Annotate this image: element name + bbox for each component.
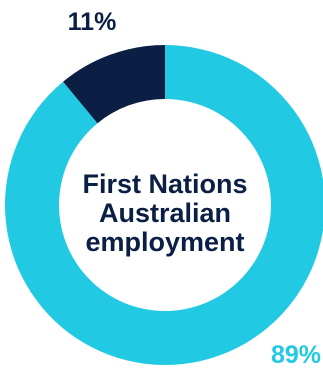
donut-slice-89: [5, 45, 323, 365]
slice-label-89: 89%: [271, 341, 321, 369]
donut-slices: [5, 45, 323, 365]
center-label-line-3: employment: [85, 227, 244, 257]
center-label-line-2: Australian: [99, 198, 231, 228]
slice-label-11: 11%: [68, 8, 117, 36]
center-label-line-1: First Nations: [82, 169, 247, 199]
donut-slice-11: [63, 45, 165, 124]
